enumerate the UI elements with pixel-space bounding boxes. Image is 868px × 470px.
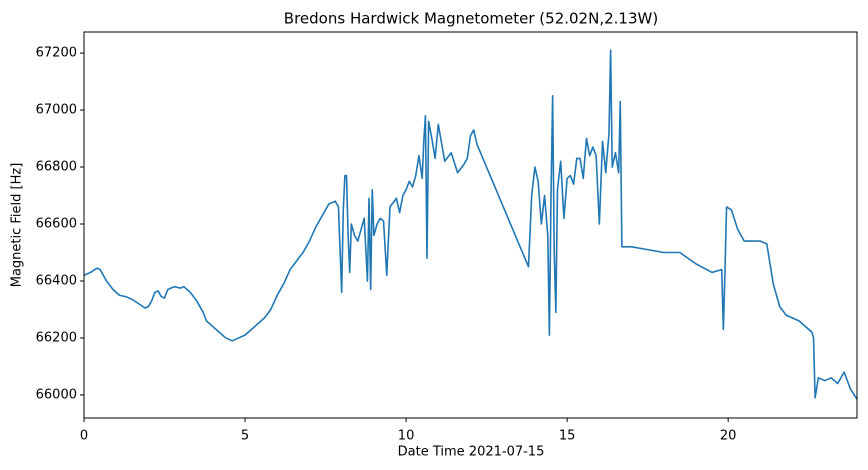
y-tick-label: 66000 — [36, 387, 77, 402]
y-tick-label: 67200 — [36, 46, 77, 61]
y-tick-label: 66200 — [36, 330, 77, 345]
data-line — [83, 49, 858, 400]
y-tick-label: 66600 — [36, 217, 77, 232]
plot-frame — [83, 31, 858, 419]
x-tick-label: 5 — [241, 429, 249, 444]
chart-title: Bredons Hardwick Magnetometer (52.02N,2.… — [284, 10, 658, 28]
x-tick-label: 15 — [559, 429, 576, 444]
x-tick-label: 20 — [720, 429, 737, 444]
x-tick-label: 0 — [80, 429, 88, 444]
y-tick-label: 67000 — [36, 103, 77, 118]
y-tick-label: 66800 — [36, 160, 77, 175]
y-axis-label: Magnetic Field [Hz] — [10, 163, 25, 288]
y-tick-label: 66400 — [36, 273, 77, 288]
x-axis-label: Date Time 2021-07-15 — [398, 445, 545, 460]
x-tick-label: 10 — [398, 429, 415, 444]
